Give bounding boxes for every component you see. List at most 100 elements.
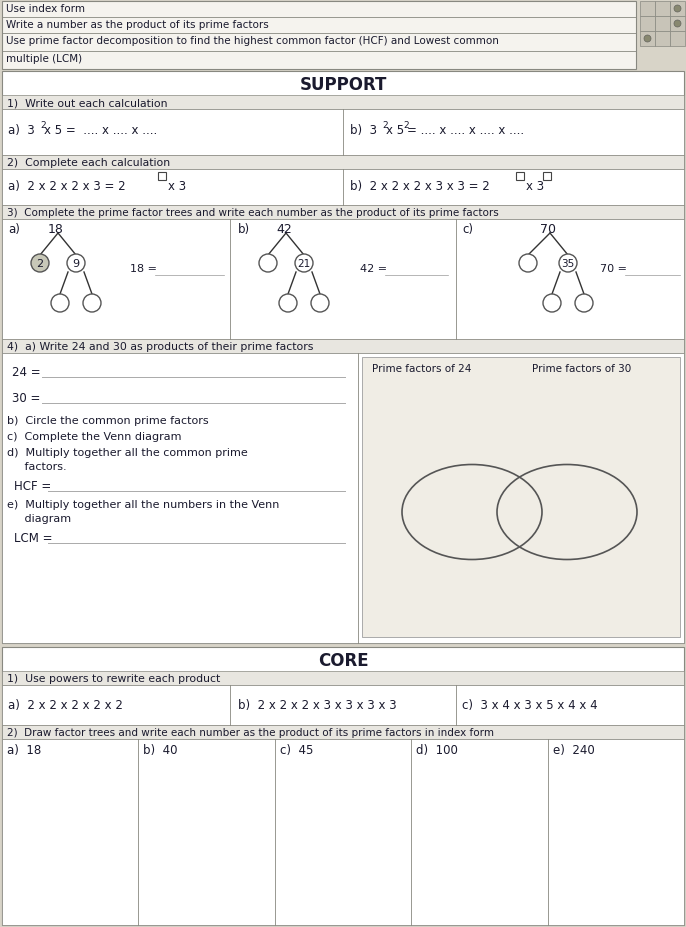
Text: CORE: CORE xyxy=(318,652,368,669)
Text: 42 =: 42 = xyxy=(360,263,387,273)
Text: 4)  a) Write 24 and 30 as products of their prime factors: 4) a) Write 24 and 30 as products of the… xyxy=(7,342,314,351)
Text: 1)  Write out each calculation: 1) Write out each calculation xyxy=(7,98,167,108)
Text: SUPPORT: SUPPORT xyxy=(299,76,387,94)
Circle shape xyxy=(519,255,537,273)
Text: 70: 70 xyxy=(540,222,556,235)
Circle shape xyxy=(575,295,593,312)
Bar xyxy=(2,72,684,643)
Text: c)  Complete the Venn diagram: c) Complete the Venn diagram xyxy=(7,432,182,441)
Bar xyxy=(670,2,685,17)
Bar xyxy=(2,339,684,353)
Text: b)  2 x 2 x 2 x 3 x 3 x 3 x 3: b) 2 x 2 x 2 x 3 x 3 x 3 x 3 xyxy=(238,698,397,711)
Text: d)  100: d) 100 xyxy=(416,743,458,756)
Text: 2: 2 xyxy=(403,121,409,130)
Text: a): a) xyxy=(8,222,20,235)
Text: Prime factors of 30: Prime factors of 30 xyxy=(532,363,631,374)
Bar xyxy=(2,2,636,70)
Text: a)  3: a) 3 xyxy=(8,124,35,137)
Text: b)  2 x 2 x 2 x 3 x 3 = 2: b) 2 x 2 x 2 x 3 x 3 = 2 xyxy=(350,180,490,193)
Text: 18: 18 xyxy=(48,222,64,235)
Text: b)  Circle the common prime factors: b) Circle the common prime factors xyxy=(7,415,209,425)
Bar xyxy=(2,110,684,156)
Text: c): c) xyxy=(462,222,473,235)
Text: 30 =: 30 = xyxy=(12,391,40,404)
Bar xyxy=(516,172,524,181)
Text: 9: 9 xyxy=(73,259,80,269)
Circle shape xyxy=(543,295,561,312)
Text: 1)  Use powers to rewrite each product: 1) Use powers to rewrite each product xyxy=(7,673,220,683)
Text: a)  18: a) 18 xyxy=(7,743,41,756)
Text: 35: 35 xyxy=(561,259,575,269)
Text: x 5 =  .... x .... x ....: x 5 = .... x .... x .... xyxy=(44,124,157,137)
Bar xyxy=(2,206,684,220)
Bar xyxy=(2,220,684,339)
Text: b)  3: b) 3 xyxy=(350,124,377,137)
Text: 70 =: 70 = xyxy=(600,263,627,273)
Text: diagram: diagram xyxy=(7,514,71,524)
Bar xyxy=(543,172,551,181)
Bar xyxy=(640,17,655,32)
Text: LCM =: LCM = xyxy=(14,531,53,544)
Text: a)  2 x 2 x 2 x 3 = 2: a) 2 x 2 x 2 x 3 = 2 xyxy=(8,180,126,193)
Text: = .... x .... x .... x ....: = .... x .... x .... x .... xyxy=(407,124,524,137)
Text: Use prime factor decomposition to find the highest common factor (HCF) and Lowes: Use prime factor decomposition to find t… xyxy=(6,36,499,46)
Bar xyxy=(2,170,684,206)
Text: e)  Multiply together all the numbers in the Venn: e) Multiply together all the numbers in … xyxy=(7,500,279,510)
Circle shape xyxy=(51,295,69,312)
Circle shape xyxy=(295,255,313,273)
Bar xyxy=(2,671,684,685)
Circle shape xyxy=(311,295,329,312)
Circle shape xyxy=(279,295,297,312)
Text: 2: 2 xyxy=(36,259,44,269)
Circle shape xyxy=(559,255,577,273)
Text: b): b) xyxy=(238,222,250,235)
Text: 42: 42 xyxy=(276,222,292,235)
Text: 2: 2 xyxy=(382,121,388,130)
Bar xyxy=(2,739,684,925)
Text: Write a number as the product of its prime factors: Write a number as the product of its pri… xyxy=(6,20,269,30)
Text: 2)  Draw factor trees and write each number as the product of its prime factors : 2) Draw factor trees and write each numb… xyxy=(7,727,494,737)
Circle shape xyxy=(31,255,49,273)
Bar xyxy=(655,32,670,47)
Text: d)  Multiply together all the common prime: d) Multiply together all the common prim… xyxy=(7,448,248,458)
Text: a)  2 x 2 x 2 x 2 x 2: a) 2 x 2 x 2 x 2 x 2 xyxy=(8,698,123,711)
Text: e)  240: e) 240 xyxy=(553,743,594,756)
Circle shape xyxy=(67,255,85,273)
Text: 24 =: 24 = xyxy=(12,365,40,378)
Text: HCF =: HCF = xyxy=(14,479,51,492)
Bar xyxy=(670,17,685,32)
Text: Prime factors of 24: Prime factors of 24 xyxy=(372,363,471,374)
Text: b)  40: b) 40 xyxy=(143,743,178,756)
Circle shape xyxy=(674,6,681,13)
Bar xyxy=(2,95,684,110)
Text: 3)  Complete the prime factor trees and write each number as the product of its : 3) Complete the prime factor trees and w… xyxy=(7,208,499,218)
Text: Use index form: Use index form xyxy=(6,4,85,14)
Bar xyxy=(655,2,670,17)
Bar xyxy=(2,647,684,925)
Bar xyxy=(2,156,684,170)
Text: factors.: factors. xyxy=(7,462,67,472)
Text: multiple (LCM): multiple (LCM) xyxy=(6,54,82,64)
Bar xyxy=(2,353,684,643)
Text: 18 =: 18 = xyxy=(130,263,157,273)
Bar xyxy=(670,32,685,47)
Bar xyxy=(655,17,670,32)
Bar xyxy=(158,172,166,181)
Text: c)  45: c) 45 xyxy=(280,743,314,756)
Text: x 3: x 3 xyxy=(168,180,186,193)
Text: 2: 2 xyxy=(40,121,46,130)
Circle shape xyxy=(674,21,681,28)
Bar xyxy=(640,2,655,17)
Text: 2)  Complete each calculation: 2) Complete each calculation xyxy=(7,158,170,168)
Bar xyxy=(640,32,655,47)
Text: x 5: x 5 xyxy=(386,124,404,137)
Bar xyxy=(2,725,684,739)
Circle shape xyxy=(644,36,651,43)
Text: c)  3 x 4 x 3 x 5 x 4 x 4: c) 3 x 4 x 3 x 5 x 4 x 4 xyxy=(462,698,598,711)
Text: x 3: x 3 xyxy=(526,180,544,193)
Circle shape xyxy=(83,295,101,312)
Text: 21: 21 xyxy=(297,259,311,269)
Circle shape xyxy=(259,255,277,273)
Bar xyxy=(2,685,684,725)
Bar xyxy=(362,358,680,637)
